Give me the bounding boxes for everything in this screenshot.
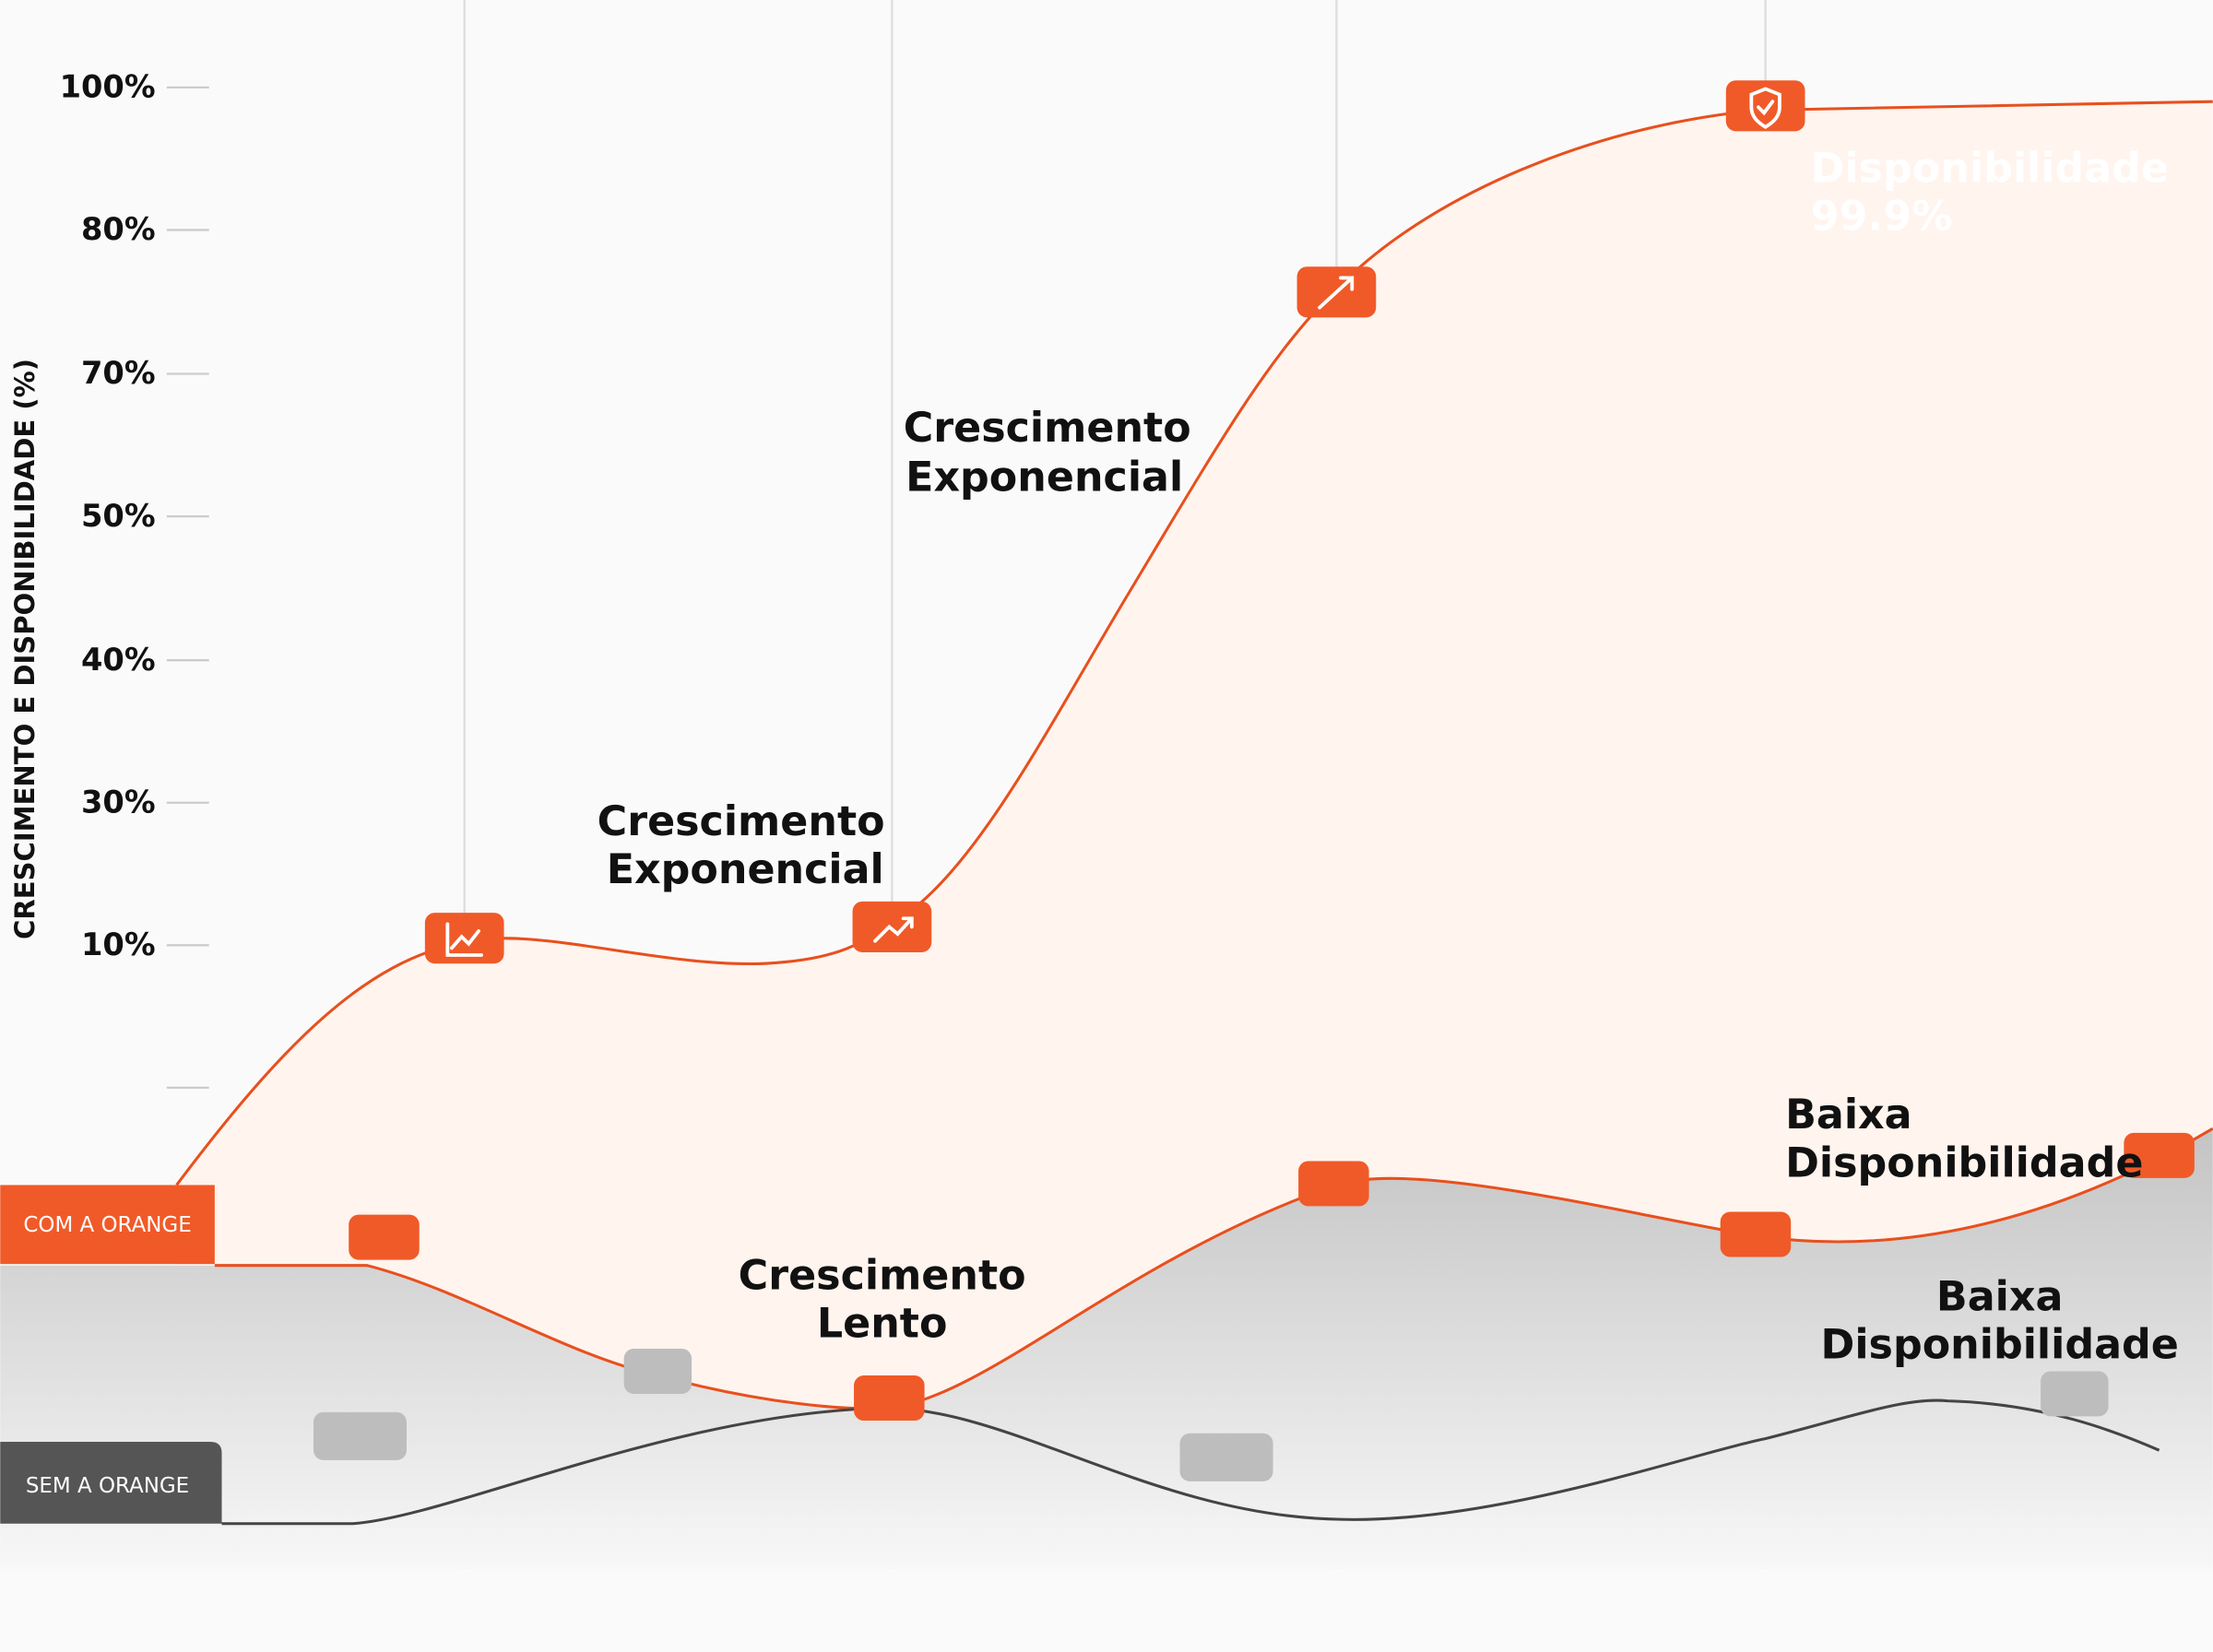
annotation-line: Crescimento xyxy=(739,1253,1026,1300)
annotation-line: Lento xyxy=(817,1301,948,1348)
grey-line xyxy=(221,1398,2160,1526)
y-tick-label: 10% xyxy=(81,926,156,962)
annotation-line: Disponibilidade xyxy=(1821,1322,2179,1369)
annotation-line: Baixa xyxy=(1936,1274,2064,1321)
legend-without: SEM A ORANGE xyxy=(26,1474,189,1498)
y-tick-label: 100% xyxy=(60,69,156,105)
annotation-line: Baixa xyxy=(1785,1092,1911,1139)
annotation-line: Crescimento xyxy=(904,405,1191,452)
annotations: Crescimento Exponencial Crescimento Expo… xyxy=(598,145,2179,1368)
grey-area xyxy=(0,1128,2213,1569)
annotation-line: Crescimento xyxy=(598,798,885,845)
orange-area xyxy=(176,101,2213,1409)
legend-without-box xyxy=(0,1441,222,1524)
annotation-line: Exponencial xyxy=(905,454,1183,502)
annotation-line: Exponencial xyxy=(607,846,884,893)
y-tick-label: 70% xyxy=(81,355,156,391)
grey-badges xyxy=(313,1348,2109,1481)
annotation-line: 99.9% xyxy=(1811,193,1953,240)
annotation-line: Disponibilidade xyxy=(1811,145,2169,192)
badge-icons xyxy=(445,87,1781,957)
y-tick-label: 50% xyxy=(81,498,156,534)
y-tick-label: 80% xyxy=(81,211,156,247)
legend-with: COM A ORANGE xyxy=(23,1213,191,1237)
y-tick-label: 30% xyxy=(81,784,156,820)
annotation-line: Disponibilidade xyxy=(1785,1139,2143,1186)
y-axis-title: CRESCIMENTO E DISPONIBILIDADE (%) xyxy=(9,359,41,939)
legend-with-box xyxy=(0,1185,215,1265)
tick-marks xyxy=(166,86,209,1090)
y-tick-label: 40% xyxy=(81,642,156,678)
badges xyxy=(349,80,2195,1422)
